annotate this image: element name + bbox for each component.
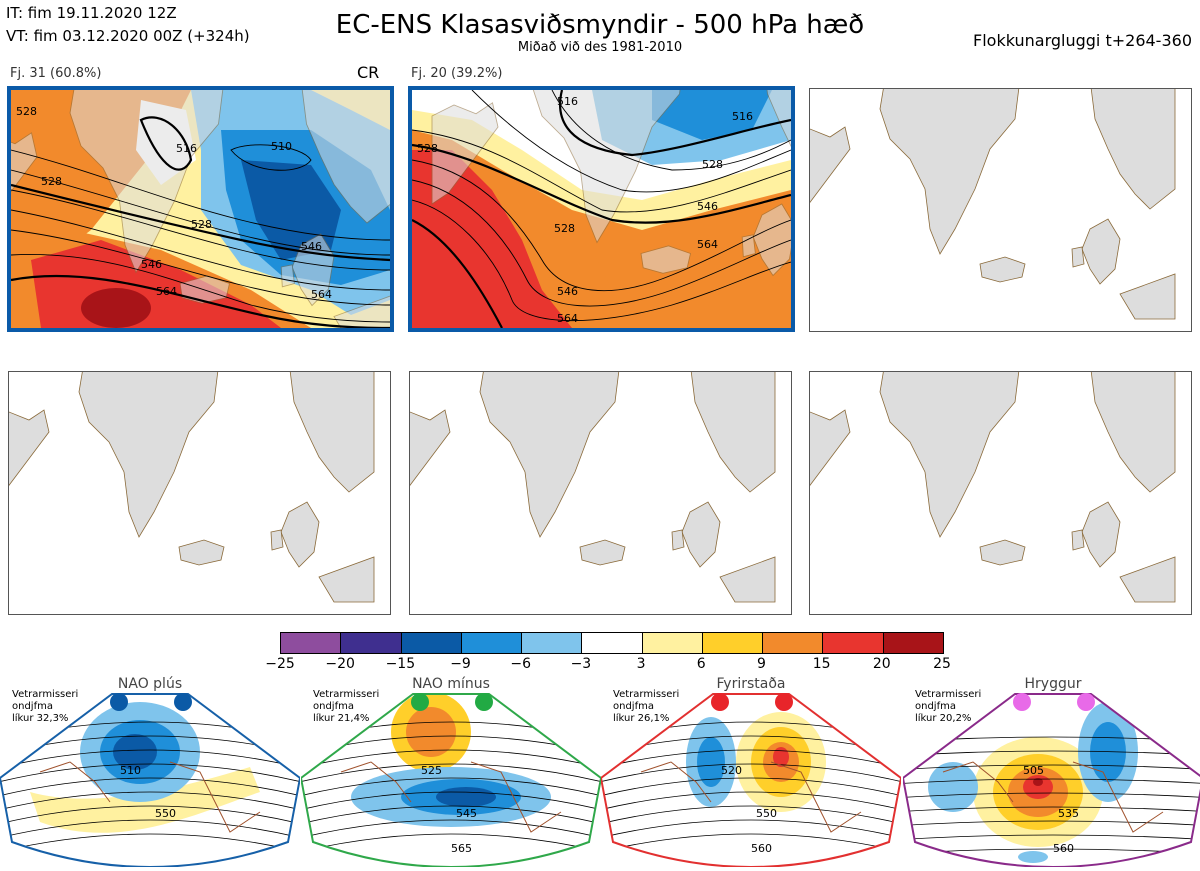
contour-label: 528	[702, 158, 723, 171]
regime-marker-dot	[174, 693, 192, 711]
regime-info-text: líkur 21,4%	[313, 713, 370, 724]
regime-marker-dot	[1077, 693, 1095, 711]
contour-label: 528	[16, 105, 37, 118]
colorbar-tick-label: −20	[325, 656, 355, 672]
regime-info-text: Vetrarmisseri	[12, 689, 79, 700]
regime-info-text: Vetrarmisseri	[313, 689, 380, 700]
contour-label: 516	[732, 110, 753, 123]
colorbar-swatch	[642, 633, 703, 653]
regime-info-text: Vetrarmisseri	[915, 689, 982, 700]
colorbar-swatch	[763, 633, 824, 653]
colorbar-tick-label: −15	[385, 656, 416, 672]
panel-1-label: Fj. 31 (60.8%)	[10, 66, 102, 81]
page-title: EC-ENS Klasasviðsmyndir - 500 hPa hæð	[335, 10, 865, 40]
regime-name: NAO plús	[117, 676, 183, 692]
regime-contour-label: 565	[451, 842, 472, 855]
contour-label: 528	[191, 218, 212, 231]
colorbar-tick-label: 6	[696, 656, 706, 672]
regime-marker-dot	[711, 693, 729, 711]
colorbar-tick-label: 15	[812, 656, 831, 672]
regime-contour-label: 560	[751, 842, 772, 855]
regime-info-text: líkur 32,3%	[12, 713, 69, 724]
regime-marker-dot	[775, 693, 793, 711]
contour-label: 546	[697, 200, 718, 213]
colorbar-swatch	[281, 633, 342, 653]
panel-1-tag: CR	[357, 63, 380, 82]
regime-marker-dot	[411, 693, 429, 711]
regime-name: Hryggur	[1024, 676, 1082, 692]
colorbar-tick-label: −25	[265, 656, 295, 672]
contour-label: 528	[417, 142, 438, 155]
contour-label: 564	[311, 288, 332, 301]
contour-label: 564	[156, 285, 177, 298]
regime-contour-label: 550	[756, 807, 777, 820]
regime-marker-dot	[110, 693, 128, 711]
colorbar-swatch	[341, 633, 402, 653]
init-time: IT: fim 19.11.2020 12Z	[6, 4, 177, 22]
colorbar-swatch	[702, 633, 764, 653]
contour-label: 528	[41, 175, 62, 188]
regime-info-text: ondjfma	[915, 701, 956, 712]
regime-map: 520 550 560	[601, 693, 901, 867]
colorbar-tick-label: −3	[570, 656, 592, 672]
colorbar-tick-label: −6	[510, 656, 532, 672]
regime-name: NAO mínus	[412, 676, 490, 692]
regime-contour-label: 510	[120, 764, 141, 777]
contour-label: 510	[271, 140, 292, 153]
colorbar-swatch	[582, 633, 643, 653]
valid-time: VT: fim 03.12.2020 00Z (+324h)	[6, 27, 250, 45]
contour-label: 546	[557, 285, 578, 298]
colorbar-swatch	[823, 633, 884, 653]
contour-label: 564	[697, 238, 718, 251]
contour-label: 528	[554, 222, 575, 235]
regime-contour-label: 560	[1053, 842, 1074, 855]
regime-contour-label: 535	[1058, 807, 1079, 820]
contour-label: 546	[141, 258, 162, 271]
classification-window: Flokkunargluggi t+264-360	[973, 31, 1192, 50]
regime-info-text: líkur 26,1%	[613, 713, 670, 724]
colorbar-tick-label: 20	[872, 656, 891, 672]
empty-map-3	[809, 88, 1192, 332]
cluster-map-1[interactable]: 510 516 528 528 528 546 546 564 564	[7, 86, 394, 332]
regime-contour-label: 505	[1023, 764, 1044, 777]
empty-map-6	[809, 371, 1192, 615]
empty-map-5	[409, 371, 792, 615]
cluster-map-2[interactable]: 516 516 528 528 528 546 546 564 564	[408, 86, 795, 332]
contour-label: 564	[557, 312, 578, 325]
regime-marker-dot	[475, 693, 493, 711]
regime-map: 510 550	[0, 693, 300, 867]
contour-label: 546	[301, 240, 322, 253]
regime-name: Fyrirstaða	[716, 676, 786, 692]
regime-info-text: Vetrarmisseri	[613, 689, 680, 700]
colorbar-tick-label: 9	[756, 656, 766, 672]
regime-info-text: ondjfma	[613, 701, 654, 712]
regime-contour-label: 550	[155, 807, 176, 820]
colorbar-tick-label: −9	[450, 656, 471, 672]
colorbar-tick-label: 25	[933, 656, 951, 672]
empty-map-4	[8, 371, 391, 615]
colorbar-swatch	[401, 633, 462, 653]
colorbar	[280, 632, 944, 654]
regime-info-text: líkur 20,2%	[915, 713, 972, 724]
regime-map: 505 535 560	[903, 693, 1200, 867]
colorbar-swatch	[883, 633, 943, 653]
regime-marker-dot	[1013, 693, 1031, 711]
panel-2-label: Fj. 20 (39.2%)	[411, 66, 503, 81]
regime-contour-label: 545	[456, 807, 477, 820]
regime-info-text: ondjfma	[313, 701, 354, 712]
regime-map: 525 545 565	[301, 693, 601, 867]
regime-contour-label: 525	[421, 764, 442, 777]
contour-label: 516	[176, 142, 197, 155]
colorbar-swatch	[461, 633, 523, 653]
regime-contour-label: 520	[721, 764, 742, 777]
colorbar-tick-label: 3	[636, 656, 646, 672]
page-subtitle: Miðað við des 1981-2010	[517, 40, 683, 55]
colorbar-swatch	[522, 633, 583, 653]
contour-label: 516	[557, 95, 578, 108]
regime-info-text: ondjfma	[12, 701, 53, 712]
